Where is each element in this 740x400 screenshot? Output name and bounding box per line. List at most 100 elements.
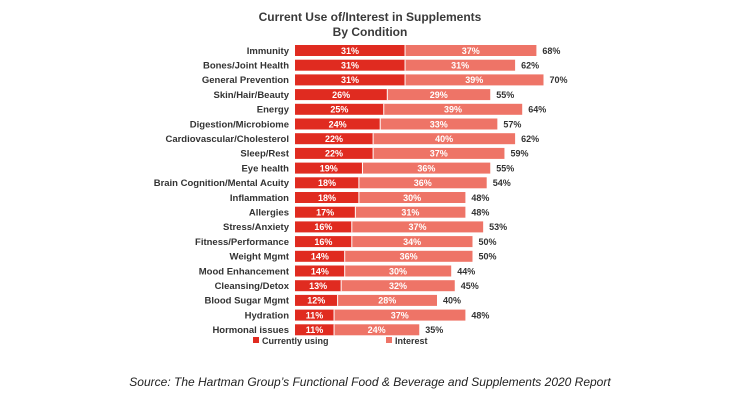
bar-interest bbox=[362, 162, 491, 174]
bar-currently-using bbox=[295, 162, 363, 174]
bar-interest bbox=[405, 45, 537, 56]
data-label-currently-using: 12% bbox=[307, 296, 325, 306]
category-label: Weight Mgmt bbox=[230, 252, 290, 263]
legend-label-interest: Interest bbox=[395, 336, 428, 346]
data-label-total: 54% bbox=[493, 178, 511, 188]
category-label: Skin/Hair/Beauty bbox=[214, 90, 290, 101]
bar-interest bbox=[358, 192, 466, 203]
category-label: Brain Cognition/Mental Acuity bbox=[154, 178, 290, 189]
bar-interest bbox=[383, 103, 523, 115]
data-label-interest: 36% bbox=[400, 252, 418, 262]
data-label-interest: 36% bbox=[417, 163, 435, 173]
data-label-currently-using: 18% bbox=[318, 193, 336, 203]
data-label-total: 55% bbox=[496, 90, 514, 100]
data-label-currently-using: 11% bbox=[306, 310, 324, 320]
category-label: Inflammation bbox=[230, 193, 289, 204]
bar-currently-using bbox=[295, 221, 352, 233]
data-label-total: 40% bbox=[443, 296, 461, 306]
bar-currently-using bbox=[295, 59, 406, 71]
data-label-interest: 31% bbox=[451, 61, 469, 71]
data-label-interest: 30% bbox=[389, 266, 407, 276]
data-label-total: 45% bbox=[461, 281, 479, 291]
data-label-total: 62% bbox=[521, 134, 539, 144]
bar-interest bbox=[405, 59, 516, 71]
data-label-total: 70% bbox=[550, 75, 568, 85]
category-label: Allergies bbox=[249, 208, 289, 219]
category-label: Immunity bbox=[247, 46, 290, 57]
data-label-interest: 37% bbox=[462, 46, 480, 56]
source-note: Source: The Hartman Group’s Functional F… bbox=[129, 375, 611, 389]
bar-interest bbox=[334, 309, 466, 321]
bar-currently-using bbox=[295, 294, 338, 306]
data-label-currently-using: 26% bbox=[332, 90, 350, 100]
data-label-currently-using: 14% bbox=[311, 266, 329, 276]
legend-swatch-currently-using bbox=[253, 337, 259, 343]
bar-interest bbox=[358, 177, 487, 189]
data-label-interest: 37% bbox=[408, 222, 426, 232]
bar-interest bbox=[334, 324, 420, 336]
data-label-total: 64% bbox=[528, 105, 546, 115]
data-label-interest: 31% bbox=[401, 208, 419, 218]
category-label: Stress/Anxiety bbox=[223, 222, 290, 233]
bar-currently-using bbox=[295, 309, 335, 321]
bar-interest bbox=[341, 280, 455, 292]
bar-currently-using bbox=[295, 324, 335, 336]
data-label-currently-using: 17% bbox=[316, 208, 334, 218]
data-label-currently-using: 14% bbox=[311, 252, 329, 262]
data-label-interest: 34% bbox=[403, 237, 421, 247]
category-label: Fitness/Performance bbox=[195, 237, 289, 248]
data-label-interest: 32% bbox=[389, 281, 407, 291]
chart-subtitle: By Condition bbox=[332, 25, 408, 39]
bar-currently-using bbox=[295, 118, 381, 130]
data-label-currently-using: 31% bbox=[341, 61, 359, 71]
data-label-interest: 40% bbox=[435, 134, 453, 144]
data-label-total: 44% bbox=[457, 266, 475, 276]
data-label-total: 62% bbox=[521, 61, 539, 71]
data-label-interest: 28% bbox=[378, 296, 396, 306]
data-label-currently-using: 25% bbox=[330, 105, 348, 115]
data-label-currently-using: 31% bbox=[341, 46, 359, 56]
bar-interest bbox=[351, 236, 473, 248]
category-label: Hormonal issues bbox=[212, 325, 289, 336]
data-label-currently-using: 11% bbox=[306, 325, 324, 335]
data-label-currently-using: 31% bbox=[341, 75, 359, 85]
bar-interest bbox=[337, 294, 437, 306]
data-label-total: 53% bbox=[489, 222, 507, 232]
category-label: Blood Sugar Mgmt bbox=[205, 296, 290, 307]
bar-currently-using bbox=[295, 103, 384, 115]
data-label-interest: 24% bbox=[368, 325, 386, 335]
data-label-currently-using: 16% bbox=[314, 237, 332, 247]
data-label-total: 35% bbox=[425, 325, 443, 335]
data-label-total: 50% bbox=[479, 252, 497, 262]
data-label-total: 68% bbox=[542, 46, 560, 56]
data-label-total: 48% bbox=[471, 310, 489, 320]
category-label: Digestion/Microbiome bbox=[190, 119, 289, 130]
bar-interest bbox=[351, 221, 484, 233]
bar-interest bbox=[373, 147, 505, 159]
bar-interest bbox=[387, 89, 491, 101]
bar-currently-using bbox=[295, 250, 345, 262]
data-label-currently-using: 24% bbox=[329, 119, 347, 129]
data-label-interest: 39% bbox=[444, 105, 462, 115]
bar-interest bbox=[344, 250, 473, 262]
data-label-interest: 37% bbox=[391, 310, 409, 320]
category-label: Sleep/Rest bbox=[240, 149, 289, 160]
bar-currently-using bbox=[295, 133, 374, 145]
data-label-currently-using: 19% bbox=[320, 163, 338, 173]
category-label: Mood Enhancement bbox=[199, 266, 290, 277]
bar-interest bbox=[373, 133, 516, 145]
legend-swatch-interest bbox=[386, 337, 392, 343]
bar-interest bbox=[344, 265, 452, 277]
data-label-currently-using: 22% bbox=[325, 134, 343, 144]
category-label: Energy bbox=[257, 105, 290, 116]
data-label-total: 48% bbox=[471, 193, 489, 203]
bar-currently-using bbox=[295, 89, 388, 101]
data-label-total: 57% bbox=[503, 119, 521, 129]
data-label-interest: 30% bbox=[403, 193, 421, 203]
bar-currently-using bbox=[295, 74, 406, 86]
data-label-interest: 36% bbox=[414, 178, 432, 188]
category-label: Cardiovascular/Cholesterol bbox=[165, 134, 289, 145]
category-label: Bones/Joint Health bbox=[203, 61, 289, 72]
data-label-total: 55% bbox=[496, 163, 514, 173]
